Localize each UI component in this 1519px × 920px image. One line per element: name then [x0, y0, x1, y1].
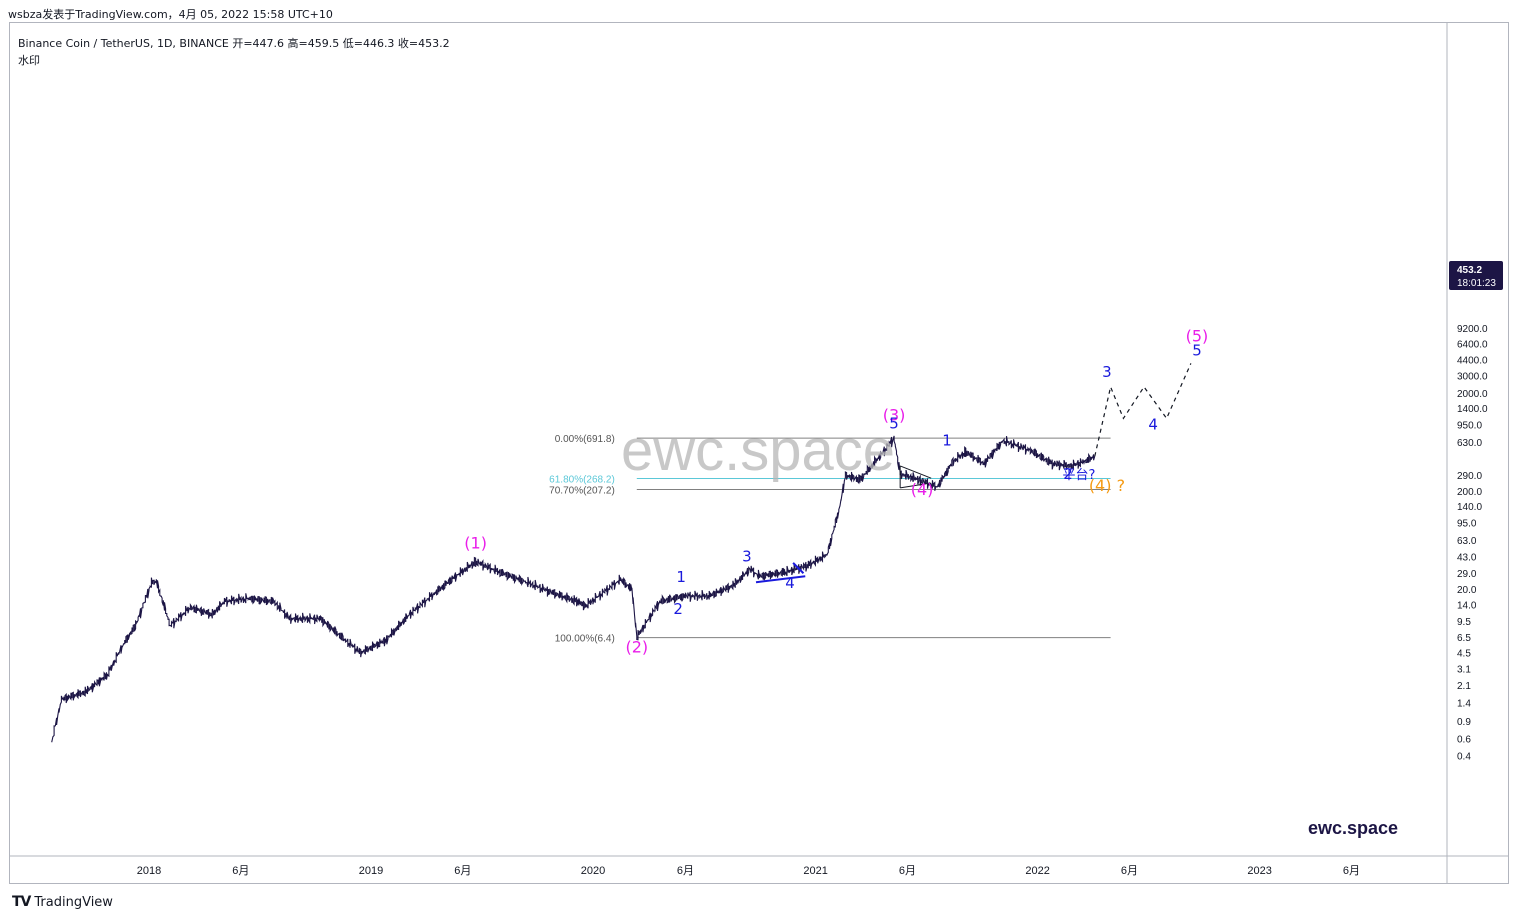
tradingview-logo-icon: TV [12, 894, 31, 910]
wave-label: 5 [889, 414, 899, 432]
y-tick-label: 1.4 [1457, 698, 1471, 709]
y-tick-label: 0.9 [1457, 717, 1471, 728]
x-tick-label: 6月 [1343, 865, 1360, 877]
center-watermark: ewc.space [621, 418, 895, 483]
projection-path [1094, 363, 1192, 457]
wave-label: 1 [942, 432, 952, 450]
wedge-lower-line [755, 575, 806, 584]
price-badge: 453.2 18:01:23 [1449, 261, 1503, 290]
price-line [51, 435, 1096, 743]
fib-lines: 0.00%(691.8) 61.80%(268.2)70.70%(207.2) 10… [549, 434, 1111, 645]
wave-label: 1 [676, 568, 686, 586]
y-tick-label: 43.0 [1457, 552, 1477, 563]
wave-label: (4) [911, 480, 934, 499]
x-tick-label: 6月 [677, 865, 694, 877]
y-tick-label: 2.1 [1457, 681, 1471, 692]
y-tick-label: 9200.0 [1457, 324, 1488, 335]
y-tick-label: 950.0 [1457, 421, 1482, 432]
y-tick-label: 1400.0 [1457, 404, 1488, 415]
y-tick-label: 140.0 [1457, 502, 1482, 513]
projection-dashed-line [1094, 363, 1192, 457]
wave-label: 3 [742, 548, 752, 566]
y-tick-label: 290.0 [1457, 471, 1482, 482]
y-tick-label: 0.4 [1457, 752, 1471, 763]
fib-level-label: 70.70%(207.2) [549, 485, 615, 496]
y-tick-label: 6.5 [1457, 633, 1471, 644]
y-tick-label: 14.0 [1457, 600, 1477, 611]
y-tick-label: 4.5 [1457, 649, 1471, 660]
fib-level-label: 100.00%(6.4) [555, 634, 615, 645]
y-tick-label: 2000.0 [1457, 389, 1488, 400]
y-tick-label: 630.0 [1457, 438, 1482, 449]
wave-label: 2 [673, 600, 683, 618]
y-tick-label: 0.6 [1457, 734, 1471, 745]
x-tick-label: 2020 [581, 865, 605, 877]
x-tick-label: 6月 [1121, 865, 1138, 877]
brand-name: TradingView [34, 894, 113, 910]
wave-label: (5) [1186, 326, 1209, 345]
chart-frame [9, 22, 1509, 884]
wedge-upper-line [792, 562, 805, 574]
fib-level-label: 61.80%(268.2) [549, 474, 615, 485]
publish-info: wsbza发表于TradingView.com，4月 05, 2022 15:5… [8, 8, 333, 21]
y-tick-label: 4400.0 [1457, 355, 1488, 366]
wave-label: (4) ? [1089, 476, 1125, 495]
watermark-indicator-label: 水印 [18, 54, 40, 67]
fib-level-label: 0.00%(691.8) [555, 434, 615, 445]
y-tick-label: 3000.0 [1457, 372, 1488, 383]
price-badge-countdown: 18:01:23 [1457, 278, 1496, 289]
y-tick-label: 29.0 [1457, 569, 1477, 580]
y-tick-label: 95.0 [1457, 519, 1477, 530]
wave-label: (3) [883, 405, 906, 424]
y-tick-label: 6400.0 [1457, 339, 1488, 350]
y-tick-label: 3.1 [1457, 664, 1471, 675]
x-tick-label: 2022 [1025, 865, 1049, 877]
triangle-upper-line [899, 465, 932, 479]
x-tick-label: 2023 [1247, 865, 1271, 877]
y-axis[interactable]: 9200.0 6400.0 4400.0 3000.0 2000.0 1400.0 950.… [1457, 324, 1488, 763]
x-tick-label: 6月 [454, 865, 471, 877]
annotation-lines [755, 465, 932, 584]
wave-label: (2) [625, 638, 648, 657]
price-badge-value: 453.2 [1457, 265, 1482, 276]
price-series [51, 435, 1096, 743]
wave-label: 4 [1148, 415, 1158, 433]
y-tick-label: 63.0 [1457, 536, 1477, 547]
wave-label: 2 [1063, 465, 1073, 483]
x-tick-label: 2018 [137, 865, 161, 877]
wave-label: 3 [1102, 363, 1112, 381]
x-axis[interactable]: 2018 6月 2019 6月 2020 6月 2021 6月 2022 6月 2023 6月 [137, 865, 1360, 877]
x-tick-label: 2019 [359, 865, 383, 877]
triangle-lower-line [900, 483, 927, 489]
footer-brand[interactable]: TV TradingView [12, 894, 113, 910]
corner-watermark: ewc.space [1308, 818, 1398, 838]
wave-label: 4 [785, 574, 795, 592]
y-tick-label: 9.5 [1457, 617, 1471, 628]
wave-label: 5 [1192, 342, 1202, 360]
x-tick-label: 6月 [232, 865, 249, 877]
wave-label: 平台? [1063, 468, 1096, 483]
x-tick-label: 6月 [899, 865, 916, 877]
wave-label: (1) [464, 533, 487, 552]
symbol-legend[interactable]: Binance Coin / TetherUS, 1D, BINANCE 开=4… [18, 37, 450, 50]
y-tick-label: 200.0 [1457, 487, 1482, 498]
y-tick-label: 20.0 [1457, 585, 1477, 596]
x-tick-label: 2021 [803, 865, 827, 877]
